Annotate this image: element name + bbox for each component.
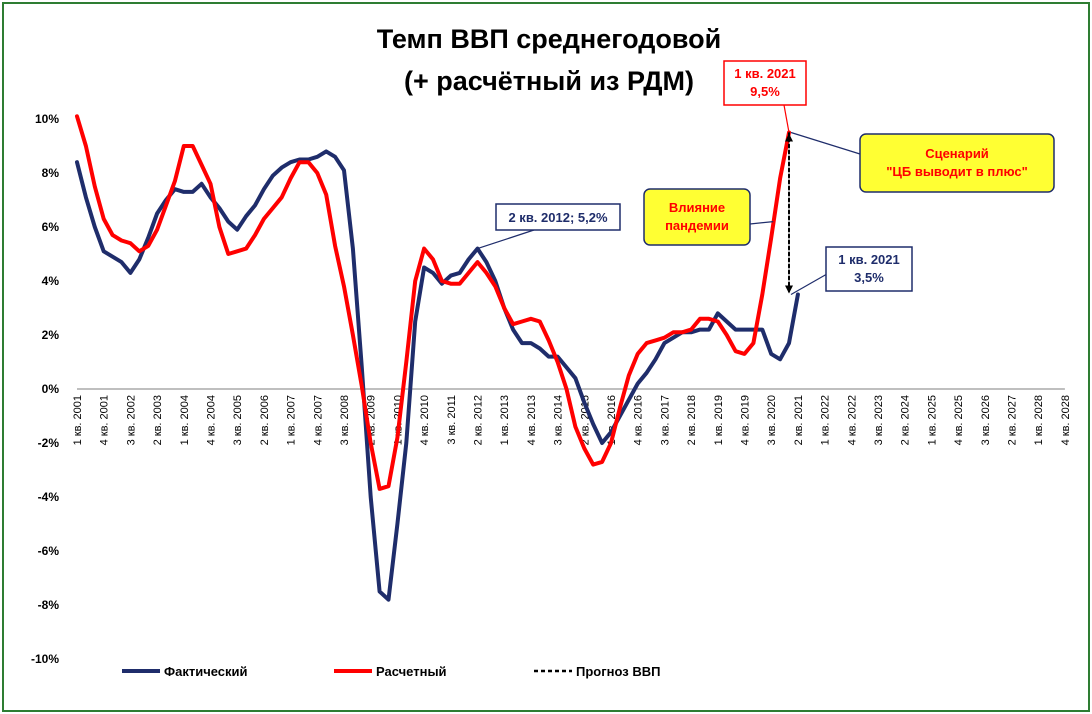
chart-title: Темп ВВП среднегодовой (+ расчётный из РД…	[377, 24, 721, 96]
x-tick-label: 2 кв. 2006	[259, 395, 271, 445]
x-tick-label: 3 кв. 2008	[339, 395, 351, 445]
x-tick-label: 3 кв. 2023	[873, 395, 885, 445]
x-tick-label: 4 кв. 2001	[99, 395, 111, 445]
x-tick-label: 3 кв. 2026	[980, 395, 992, 445]
x-tick-label: 2 кв. 2024	[900, 395, 912, 445]
annotation-pandemic-box	[643, 188, 751, 246]
annotation-2021-fact-box	[825, 246, 913, 292]
x-tick-label: 1 кв. 2004	[179, 395, 191, 445]
annotation-2012-leader	[477, 229, 535, 250]
y-tick-label: -6%	[38, 544, 60, 558]
annotation-2012: 2 кв. 2012; 5,2%	[477, 203, 621, 250]
x-tick-label: 4 кв. 2007	[312, 395, 324, 445]
x-tick-label: 1 кв. 2019	[713, 395, 725, 445]
annotation-pandemic: Влияние пандемии	[643, 188, 774, 246]
annotation-2021-fact: 1 кв. 2021 3,5%	[790, 246, 913, 296]
legend: Фактический Расчетный Прогноз ВВП	[122, 664, 660, 679]
x-axis: 1 кв. 2001 4 кв. 2001 3 кв. 2002 2 кв. 2003…	[72, 388, 1072, 445]
y-tick-label: 2%	[42, 328, 60, 342]
x-tick-label: 2 кв. 2027	[1007, 395, 1019, 445]
annotation-scenario-box	[859, 133, 1055, 193]
y-tick-label: 0%	[42, 382, 60, 396]
y-tick-label: -10%	[31, 652, 59, 666]
x-tick-label: 2 кв. 2021	[793, 395, 805, 445]
x-tick-label: 2 кв. 2012	[473, 395, 485, 445]
x-tick-label: 1 кв. 2007	[286, 395, 298, 445]
y-tick-label: 4%	[42, 274, 60, 288]
x-tick-label: 4 кв. 2019	[740, 395, 752, 445]
annotation-pandemic-text: пандемии	[665, 218, 729, 233]
x-tick-label: 1 кв. 2028	[1033, 395, 1045, 445]
legend-label-1: Расчетный	[376, 664, 447, 679]
chart-title-line-2: (+ расчётный из РДМ)	[404, 66, 694, 96]
gdp-chart: Темп ВВП среднегодовой (+ расчётный из РД…	[31, 24, 1072, 679]
x-tick-label: 4 кв. 2016	[633, 395, 645, 445]
annotation-pandemic-leader	[749, 221, 774, 225]
forecast-arrowhead-down	[785, 285, 793, 294]
x-tick-label: 3 кв. 2017	[659, 395, 671, 445]
x-tick-label: 3 кв. 2014	[553, 395, 565, 445]
y-tick-label: 8%	[42, 166, 60, 180]
x-tick-label: 1 кв. 2022	[820, 395, 832, 445]
x-tick-label: 4 кв. 2010	[419, 395, 431, 445]
y-tick-label: -2%	[38, 436, 60, 450]
annotation-2021-calc-text: 1 кв. 2021	[734, 66, 795, 81]
annotation-2012-text: 2 кв. 2012; 5,2%	[508, 210, 607, 225]
annotation-scenario-text: Сценарий	[925, 146, 989, 161]
annotation-pandemic-text: Влияние	[669, 200, 725, 215]
x-tick-label: 3 кв. 2011	[446, 395, 458, 445]
y-tick-label: 6%	[42, 220, 60, 234]
annotation-2021-calc-text: 9,5%	[750, 84, 780, 99]
y-axis: -10% -8% -6% -4% -2% 0% 2% 4% 6% 8% 10%	[31, 112, 59, 666]
x-tick-label: 2 кв. 2018	[686, 395, 698, 445]
x-tick-label: 4 кв. 2025	[953, 395, 965, 445]
x-tick-label: 4 кв. 2013	[526, 395, 538, 445]
y-tick-label: 10%	[35, 112, 59, 126]
x-tick-label: 3 кв. 2020	[766, 395, 778, 445]
annotation-2021-fact-text: 3,5%	[854, 270, 884, 285]
x-tick-label: 4 кв. 2028	[1060, 395, 1072, 445]
annotation-scenario-text: "ЦБ выводит в плюс"	[886, 164, 1028, 179]
x-tick-label: 3 кв. 2005	[232, 395, 244, 445]
y-tick-label: -4%	[38, 490, 60, 504]
x-tick-label: 1 кв. 2013	[499, 395, 511, 445]
series-line-1	[75, 114, 791, 491]
x-tick-label: 3 кв. 2002	[125, 395, 137, 445]
x-tick-label: 1 кв. 2001	[72, 395, 84, 445]
legend-label-2: Прогноз ВВП	[576, 664, 660, 679]
forecast-arrowhead-up	[785, 133, 793, 142]
annotation-scenario-leader	[790, 131, 861, 155]
x-tick-label: 4 кв. 2004	[206, 395, 218, 445]
y-tick-label: -8%	[38, 598, 60, 612]
annotation-2021-calc-box	[723, 60, 807, 106]
legend-label-0: Фактический	[164, 664, 248, 679]
chart-title-line-1: Темп ВВП среднегодовой	[377, 24, 721, 54]
x-tick-label: 1 кв. 2025	[926, 395, 938, 445]
x-tick-label: 4 кв. 2022	[846, 395, 858, 445]
series-line-0	[75, 149, 800, 602]
annotation-2021-calc-leader	[783, 104, 790, 133]
annotation-2012-box	[495, 203, 621, 231]
annotation-2021-calc: 1 кв. 2021 9,5%	[723, 60, 807, 133]
series-layer	[75, 114, 800, 602]
annotation-2021-fact-text: 1 кв. 2021	[838, 252, 899, 267]
x-tick-label: 2 кв. 2003	[152, 395, 164, 445]
annotation-scenario: Сценарий "ЦБ выводит в плюс"	[790, 131, 1055, 193]
